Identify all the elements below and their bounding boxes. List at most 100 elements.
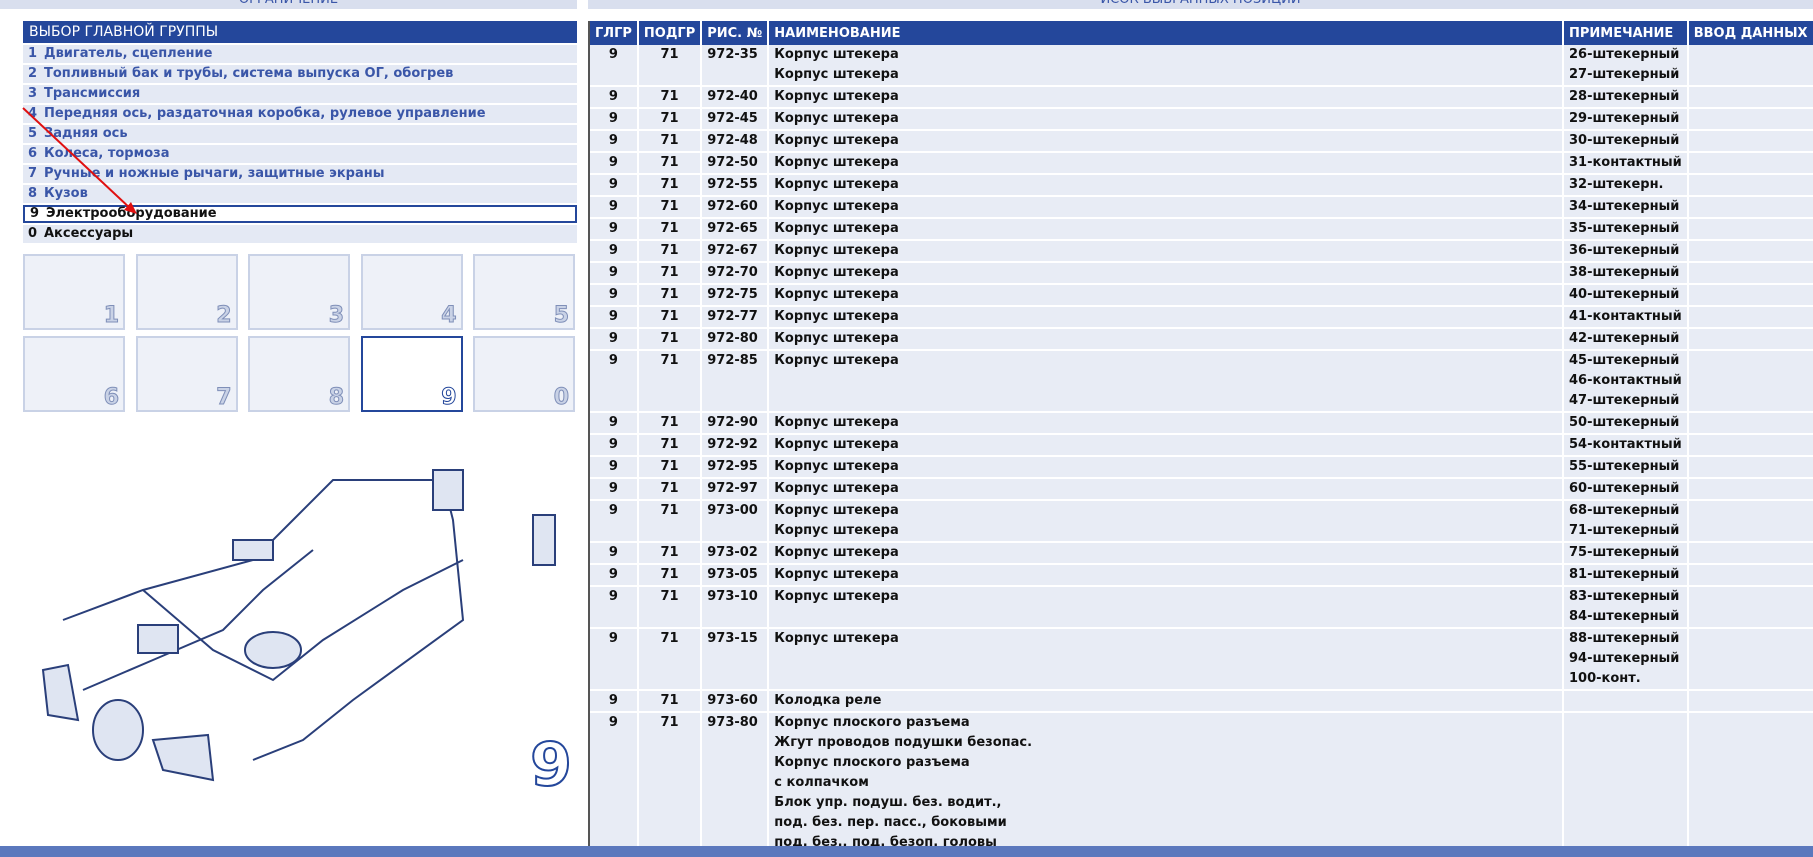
- table-row[interactable]: 9 71 972-40 Корпус штекера 28-штекерный: [590, 86, 1813, 109]
- thumbnail[interactable]: 4: [360, 254, 463, 330]
- input-cell[interactable]: [1687, 152, 1813, 175]
- table-row[interactable]: 9 71 972-97 Корпус штекера 60-штекерный: [590, 478, 1813, 501]
- table-row[interactable]: 9 71 972-65 Корпус штекера 35-штекерный: [590, 218, 1813, 241]
- figure-number: 972-85: [707, 353, 758, 368]
- table-row[interactable]: 9 71 972-67 Корпус штекера 36-штекерный: [590, 240, 1813, 263]
- thumbnail[interactable]: 0: [473, 336, 575, 412]
- table-row[interactable]: 9 71 972-92 Корпус штекера 54-контактный: [590, 434, 1813, 457]
- table-row[interactable]: 9 71 972-50 Корпус штекера 31-контактный: [590, 152, 1813, 175]
- table-row[interactable]: 9 71 972-55 Корпус штекера 32-штекерн.: [590, 174, 1813, 197]
- input-cell[interactable]: [1687, 328, 1813, 351]
- cell: Корпус плоского разъема Жгут проводов под…: [768, 712, 1564, 855]
- thumbnail[interactable]: 6: [23, 336, 125, 412]
- thumbnail[interactable]: 7: [135, 336, 238, 412]
- input-cell[interactable]: [1687, 350, 1813, 413]
- table-row[interactable]: 9 71 972-95 Корпус штекера 55-штекерный: [590, 456, 1813, 479]
- cell: 9: [590, 284, 639, 307]
- table-row[interactable]: 9 71 973-05 Корпус штекера 81-штекерный: [590, 564, 1813, 587]
- part-name: под. без. пер. пасс., боковыми: [774, 815, 1007, 830]
- podgr: 71: [660, 309, 679, 324]
- group-item[interactable]: 3 Трансмиссия: [23, 85, 577, 103]
- input-cell[interactable]: [1687, 240, 1813, 263]
- part-name: Корпус штекера: [774, 567, 899, 582]
- group-number: 3: [28, 86, 38, 101]
- podgr: 71: [660, 111, 679, 126]
- group-item[interactable]: 0 Аксессуары: [23, 225, 577, 243]
- table-row[interactable]: 9 71 973-00 Корпус штекера Корпус штекера 68-…: [590, 500, 1813, 543]
- table-row[interactable]: 9 71 972-60 Корпус штекера 34-штекерный: [590, 196, 1813, 219]
- input-cell[interactable]: [1687, 628, 1813, 691]
- table-row[interactable]: 9 71 973-10 Корпус штекера 83-штекерный 84-шт…: [590, 586, 1813, 629]
- input-cell[interactable]: [1687, 218, 1813, 241]
- group-item[interactable]: 6 Колеса, тормоза: [23, 145, 577, 163]
- note: 68-штекерный: [1568, 503, 1680, 518]
- input-cell[interactable]: [1687, 564, 1813, 587]
- table-row[interactable]: 9 71 972-45 Корпус штекера 29-штекерный: [590, 108, 1813, 131]
- thumbnail[interactable]: 8: [248, 336, 350, 412]
- table-row[interactable]: 9 71 972-85 Корпус штекера 45-штекерный 46-ко…: [590, 350, 1813, 413]
- table-row[interactable]: 9 71 972-80 Корпус штекера 42-штекерный: [590, 328, 1813, 351]
- note: 47-штекерный: [1568, 393, 1680, 408]
- podgr: 71: [660, 199, 679, 214]
- tab[interactable]: ИСОК ВЫБРАННЫХ ПОЗИЦИЙ: [588, 0, 1813, 9]
- cell: 972-75: [701, 284, 770, 307]
- input-cell[interactable]: [1687, 174, 1813, 197]
- table-row[interactable]: 9 71 972-77 Корпус штекера 41-контактный: [590, 306, 1813, 329]
- cell: 71: [637, 218, 703, 241]
- table-row[interactable]: 9 71 973-15 Корпус штекера 88-штекерный 94-шт…: [590, 628, 1813, 691]
- podgr: 71: [660, 631, 679, 646]
- thumbnail[interactable]: 3: [248, 254, 350, 330]
- part-name: Корпус штекера: [774, 221, 899, 236]
- input-cell[interactable]: [1687, 690, 1813, 713]
- table-row[interactable]: 9 71 972-90 Корпус штекера 50-штекерный: [590, 412, 1813, 435]
- group-item[interactable]: 1 Двигатель, сцепление: [23, 45, 577, 63]
- group-item[interactable]: 9 Электрооборудование: [23, 205, 577, 223]
- thumbnail[interactable]: 2: [135, 254, 238, 330]
- thumbnail[interactable]: 5: [473, 254, 575, 330]
- input-cell[interactable]: [1687, 306, 1813, 329]
- part-name: Корпус плоского разъема: [774, 715, 970, 730]
- group-item[interactable]: 5 Задняя ось: [23, 125, 577, 143]
- part-name: Корпус штекера: [774, 177, 899, 192]
- cell: 71: [637, 412, 703, 435]
- figure-number: 973-00: [707, 503, 758, 518]
- group-item[interactable]: 8 Кузов: [23, 185, 577, 203]
- table-row[interactable]: 9 71 972-35 Корпус штекера Корпус штекера 26-…: [590, 45, 1813, 87]
- input-cell[interactable]: [1687, 130, 1813, 153]
- note: 31-контактный: [1568, 155, 1682, 170]
- group-item[interactable]: 4 Передняя ось, раздаточная коробка, руле…: [23, 105, 577, 123]
- input-cell[interactable]: [1687, 542, 1813, 565]
- tab[interactable]: ОГРАНИЧЕНИЕ: [0, 0, 577, 9]
- input-cell[interactable]: [1687, 86, 1813, 109]
- input-cell[interactable]: [1687, 196, 1813, 219]
- table-row[interactable]: 9 71 973-80 Корпус плоского разъема Жгут про…: [590, 712, 1813, 855]
- input-cell[interactable]: [1687, 712, 1813, 855]
- cell: 9: [590, 690, 639, 713]
- part-name: Блок упр. подуш. без. водит.,: [774, 795, 1002, 810]
- group-label: Передняя ось, раздаточная коробка, рулев…: [44, 106, 486, 121]
- thumbnail[interactable]: 1: [23, 254, 125, 330]
- input-cell[interactable]: [1687, 478, 1813, 501]
- group-item[interactable]: 7 Ручные и ножные рычаги, защитные экраны: [23, 165, 577, 183]
- cell: 9: [590, 152, 639, 175]
- input-cell[interactable]: [1687, 434, 1813, 457]
- table-row[interactable]: 9 71 972-70 Корпус штекера 38-штекерный: [590, 262, 1813, 285]
- group-item[interactable]: 2 Топливный бак и трубы, система выпуска …: [23, 65, 577, 83]
- input-cell[interactable]: [1687, 108, 1813, 131]
- group-label: Аксессуары: [44, 226, 134, 241]
- cell: 972-50: [701, 152, 770, 175]
- table-row[interactable]: 9 71 973-60 Колодка реле: [590, 690, 1813, 713]
- input-cell[interactable]: [1687, 262, 1813, 285]
- input-cell[interactable]: [1687, 412, 1813, 435]
- table-row[interactable]: 9 71 972-75 Корпус штекера 40-штекерный: [590, 284, 1813, 307]
- table-row[interactable]: 9 71 972-48 Корпус штекера 30-штекерный: [590, 130, 1813, 153]
- table-row[interactable]: 9 71 973-02 Корпус штекера 75-штекерный: [590, 542, 1813, 565]
- input-cell[interactable]: [1687, 284, 1813, 307]
- thumbnail[interactable]: 9: [360, 336, 463, 412]
- cell: 71: [637, 108, 703, 131]
- input-cell[interactable]: [1687, 45, 1813, 87]
- input-cell[interactable]: [1687, 586, 1813, 629]
- glgr: 9: [608, 133, 618, 148]
- input-cell[interactable]: [1687, 500, 1813, 543]
- input-cell[interactable]: [1687, 456, 1813, 479]
